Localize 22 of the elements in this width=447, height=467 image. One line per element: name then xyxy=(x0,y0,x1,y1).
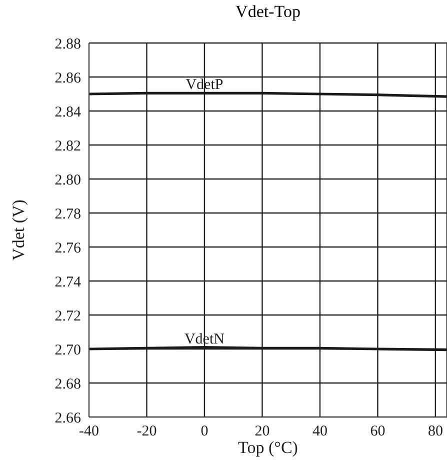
y-tick-label: 2.72 xyxy=(54,308,81,324)
x-tick-label: 80 xyxy=(428,424,443,440)
chart-title: Vdet-Top xyxy=(234,2,302,22)
y-tick-label: 2.74 xyxy=(54,274,82,290)
y-tick-label: 2.84 xyxy=(54,104,82,120)
y-tick-label: 2.78 xyxy=(54,206,81,222)
y-tick-label: 2.70 xyxy=(54,342,81,358)
x-tick-label: -40 xyxy=(79,424,99,440)
x-tick-label: 0 xyxy=(200,424,208,440)
y-axis-title: Vdet (V) xyxy=(9,200,28,260)
y-tick-label: 2.76 xyxy=(54,240,82,256)
y-tick-label: 2.86 xyxy=(54,70,82,86)
y-tick-label: 2.68 xyxy=(54,376,81,392)
x-axis-title: Top (°C) xyxy=(238,438,298,457)
y-tick-label: 2.66 xyxy=(54,410,82,426)
y-tick-label: 2.82 xyxy=(54,138,81,154)
x-tick-label: 40 xyxy=(312,424,328,440)
x-tick-label: -20 xyxy=(136,424,157,440)
x-tick-label: 20 xyxy=(254,424,270,440)
y-tick-label: 2.80 xyxy=(54,172,81,188)
y-tick-label: 2.88 xyxy=(54,36,81,52)
x-tick-label: 60 xyxy=(370,424,386,440)
